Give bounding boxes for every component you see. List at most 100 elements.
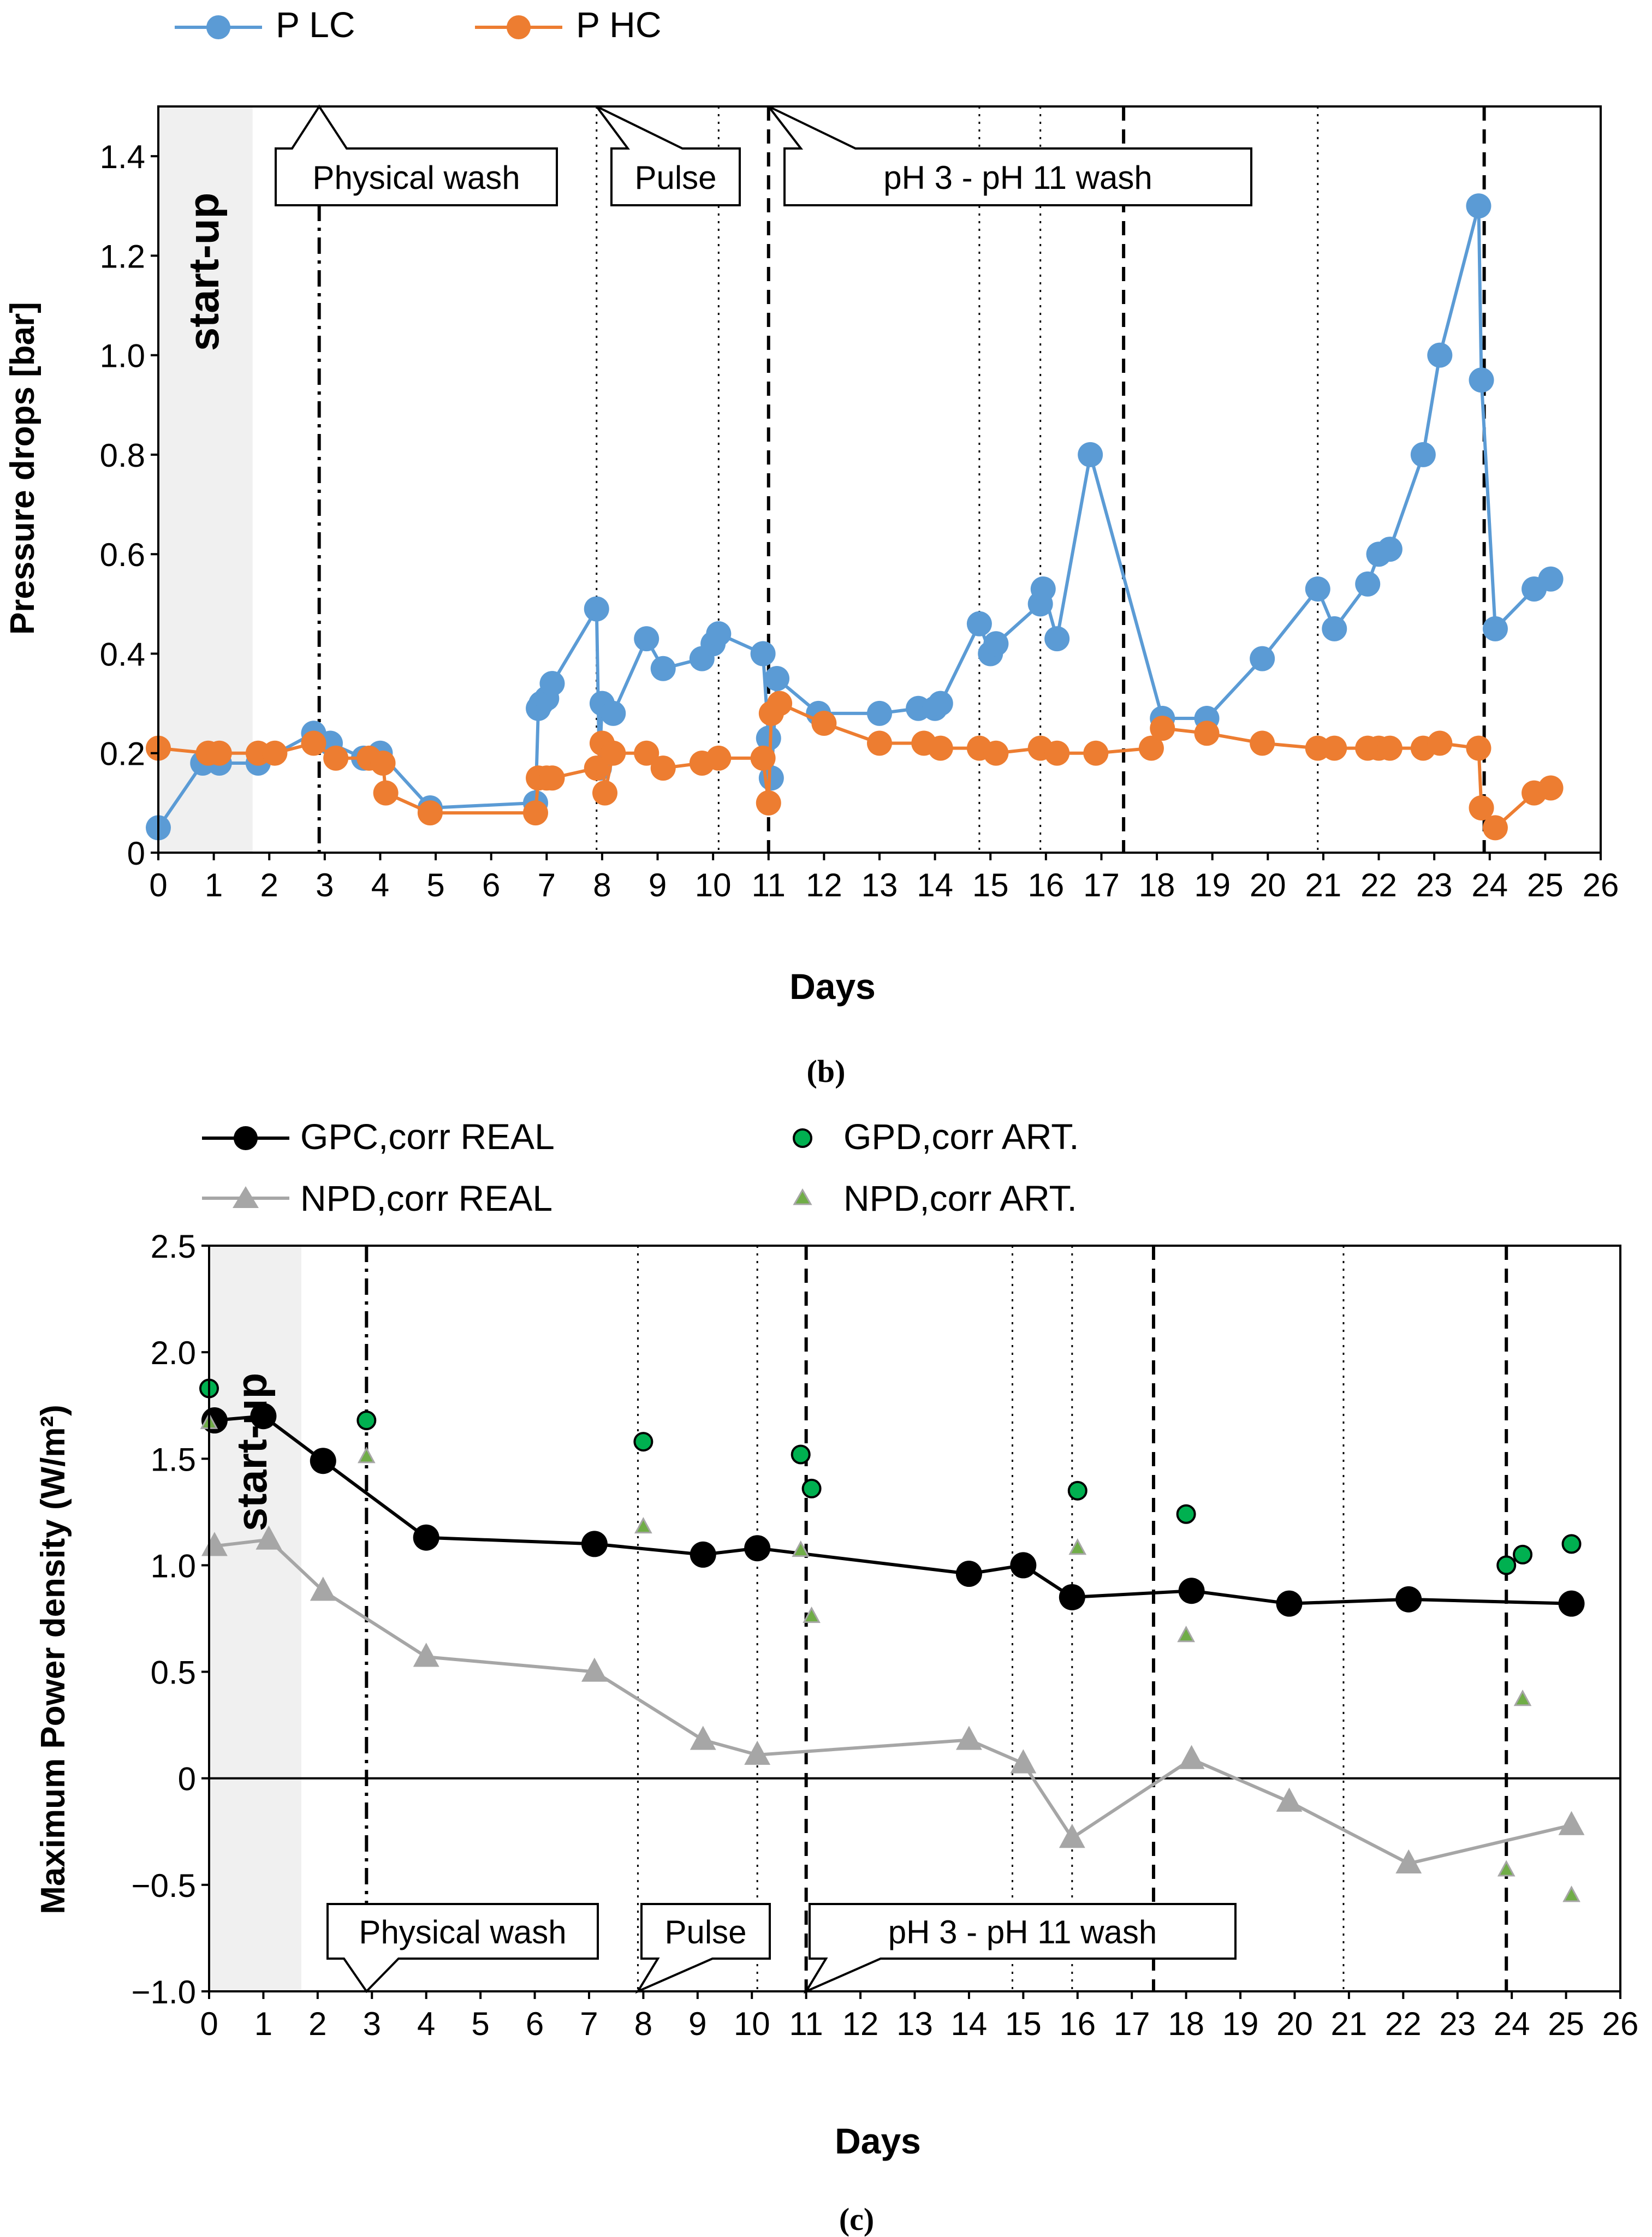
y-axis-ticks: 0 0.2 0.4 0.6 0.8 1.0 1.2 1.4 [100,139,158,872]
data-point [1395,1586,1422,1613]
callout-label: Physical wash [312,159,520,196]
x-tick-label: 15 [972,867,1009,903]
callout-1: Pulse [635,1903,771,1994]
x-axis-ticks: 0 1 2 3 4 5 6 7 8 9 10 11 12 13 14 15 16 17 18 19 20 21 22 23 24… [200,1991,1638,2042]
x-axis-label: Days [835,2121,921,2161]
data-point [1305,576,1330,602]
data-point [1059,1584,1085,1610]
data-point [633,1432,653,1452]
legend-entry-phc: P HC [475,4,662,45]
x-tick-label: 6 [526,2006,544,2042]
data-point [1395,1849,1422,1874]
x-tick-label: 20 [1276,2006,1313,2042]
x-tick-label: 19 [1222,2006,1259,2042]
x-tick-label: 15 [1005,2006,1042,2042]
data-point [1466,193,1491,219]
data-point [1469,367,1494,393]
data-point [1083,740,1109,766]
y-tick-label: 2.0 [151,1335,196,1371]
y-axis-label: Maximum Power density (W/m²) [34,1405,72,1914]
data-point [1466,735,1491,761]
data-point [1010,1749,1037,1774]
legend-label-npd-art: NPD,corr ART. [843,1178,1077,1218]
data-point [750,745,776,771]
data-point [310,1576,336,1601]
data-point [1138,735,1164,761]
data-point [413,1524,439,1551]
callout-label: Pulse [664,1914,746,1950]
data-point [601,740,626,766]
callout-1: Pulse [596,105,741,206]
power-density-chart: GPC,corr REAL GPD,corr ART. NPD,corr REA… [34,1116,1638,2237]
data-point [756,790,781,816]
data-point [1482,815,1508,841]
y-tick-label: 0 [178,1761,196,1798]
data-point [801,1478,822,1498]
data-point [1562,1885,1580,1902]
legend-entry-plc: P LC [175,4,355,45]
x-tick-label: 0 [149,867,167,903]
y-tick-label: 1.2 [100,238,145,275]
x-tick-label: 11 [752,867,786,903]
x-tick-label: 7 [538,867,556,903]
data-point [791,1444,811,1465]
data-point [634,1517,652,1534]
data-point [928,691,953,716]
x-tick-label: 26 [1602,2006,1639,2042]
data-point [301,730,326,756]
x-tick-label: 5 [471,2006,489,2042]
series-line-npd-corr-real [214,1538,1572,1865]
series-gpd-corr-art [199,1378,1582,1575]
data-point [262,740,288,766]
data-point [581,1531,608,1557]
y-tick-label: 1.0 [151,1548,196,1584]
y-tick-label: 0 [127,835,145,872]
data-point [1410,442,1436,467]
data-point [966,611,992,636]
callout-0: Physical wash [326,1903,599,1994]
x-tick-label: 14 [951,2006,988,2042]
data-point [1068,1538,1087,1555]
y-tick-label: 0.6 [100,537,145,573]
data-point [1497,1860,1516,1877]
legend-label-gpc-real: GPC,corr REAL [300,1116,555,1157]
x-tick-label: 9 [688,2006,706,2042]
legend-marker-npd-art [793,1188,812,1205]
x-tick-label: 8 [634,2006,652,2042]
data-point [928,735,953,761]
series-p-lc [146,193,1564,841]
data-point [1322,735,1347,761]
data-point [1059,1823,1085,1848]
data-point [744,1740,771,1765]
data-point [373,780,399,806]
legend-entry-gpd-art: GPD,corr ART. [793,1116,1079,1157]
data-point [650,755,676,781]
data-point [955,1561,982,1587]
data-point [744,1535,771,1562]
data-point [756,725,781,751]
data-point [581,1657,608,1682]
panel-label: (b) [807,1054,846,1089]
x-tick-label: 18 [1139,867,1175,903]
x-tick-label: 17 [1083,867,1120,903]
y-axis-label: Pressure drops [bar] [4,302,41,635]
data-point [601,700,626,726]
x-tick-label: 17 [1114,2006,1150,2042]
x-tick-label: 14 [917,867,953,903]
legend-label-plc: P LC [276,4,355,45]
x-tick-label: 1 [254,2006,272,2042]
data-point [1469,795,1494,820]
legend-label-gpd-art: GPD,corr ART. [843,1116,1079,1157]
data-point [1513,1544,1533,1564]
data-point [690,1726,716,1750]
x-tick-label: 18 [1168,2006,1204,2042]
data-point [1322,616,1347,641]
legend-label-phc: P HC [576,4,662,45]
y-tick-label: −0.5 [132,1867,196,1904]
callout-label: Pulse [634,159,716,196]
data-point [867,700,892,726]
callouts: Physical wash Pulse pH 3 - pH 11 wash [275,104,1252,206]
y-tick-label: −1.0 [132,1974,196,2010]
data-point [1561,1534,1582,1554]
x-tick-label: 25 [1548,2006,1584,2042]
